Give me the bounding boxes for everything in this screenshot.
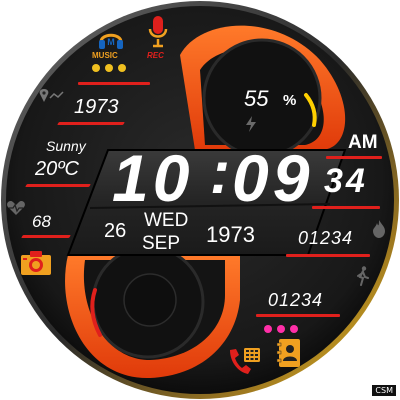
phone-dialer-icon[interactable]: [228, 346, 262, 376]
rec-mic-icon[interactable]: [148, 15, 168, 49]
heart-rate-value: 68: [32, 212, 51, 231]
rec-label: REC: [147, 51, 164, 60]
weather-desc: Sunny: [46, 138, 86, 154]
calories-value: 01234: [298, 228, 354, 248]
calories-flame-icon: [372, 220, 386, 238]
seconds-underline: [312, 206, 380, 209]
heart-rate-icon: [6, 200, 26, 216]
dot: [277, 325, 285, 333]
bottom-arc-indicator: [90, 288, 102, 337]
steps-underline: [256, 314, 340, 317]
date-weekday: WED: [144, 210, 189, 231]
music-label: MUSIC: [92, 51, 118, 60]
calories-underline: [286, 254, 370, 257]
camera-icon[interactable]: [20, 250, 52, 276]
dot: [92, 64, 100, 72]
date-day: 26: [104, 220, 127, 242]
dot: [105, 64, 113, 72]
heart-underline: [21, 235, 71, 238]
battery-percent-sign: %: [283, 92, 297, 109]
location-pin-icon: [38, 88, 64, 104]
steps-walk-icon: [356, 266, 370, 286]
dot: [264, 325, 272, 333]
contacts-icon[interactable]: [276, 338, 302, 368]
temperature: 20ºC: [35, 158, 79, 180]
charging-icon: [244, 116, 258, 132]
temp-underline: [25, 184, 91, 187]
battery-percent: 55: [244, 86, 269, 111]
left-year: 1973: [74, 96, 119, 118]
time-seconds: 34: [324, 162, 368, 200]
ampm-underline: [326, 156, 382, 159]
bottom-subdial[interactable]: [123, 273, 177, 327]
top-divider-line: [78, 82, 150, 85]
year-underline: [57, 122, 125, 125]
top-orange-loop: [180, 25, 346, 158]
date-month: SEP: [142, 233, 181, 254]
top-dots: [92, 64, 136, 74]
svg-text:M: M: [107, 37, 115, 47]
music-icon[interactable]: M: [98, 28, 124, 50]
dot: [118, 64, 126, 72]
date-year: 1973: [206, 222, 255, 247]
ampm-indicator: AM: [348, 132, 378, 153]
dot: [290, 325, 298, 333]
time-hours: 10: [112, 141, 194, 215]
band-divider: [89, 203, 331, 209]
time-separator: :: [210, 139, 230, 206]
steps-value: 01234: [268, 290, 324, 310]
battery-arc: [304, 93, 317, 127]
time-minutes: 09: [232, 141, 314, 215]
watermark-badge: CSM: [372, 385, 396, 396]
bottom-dots: [264, 325, 308, 335]
